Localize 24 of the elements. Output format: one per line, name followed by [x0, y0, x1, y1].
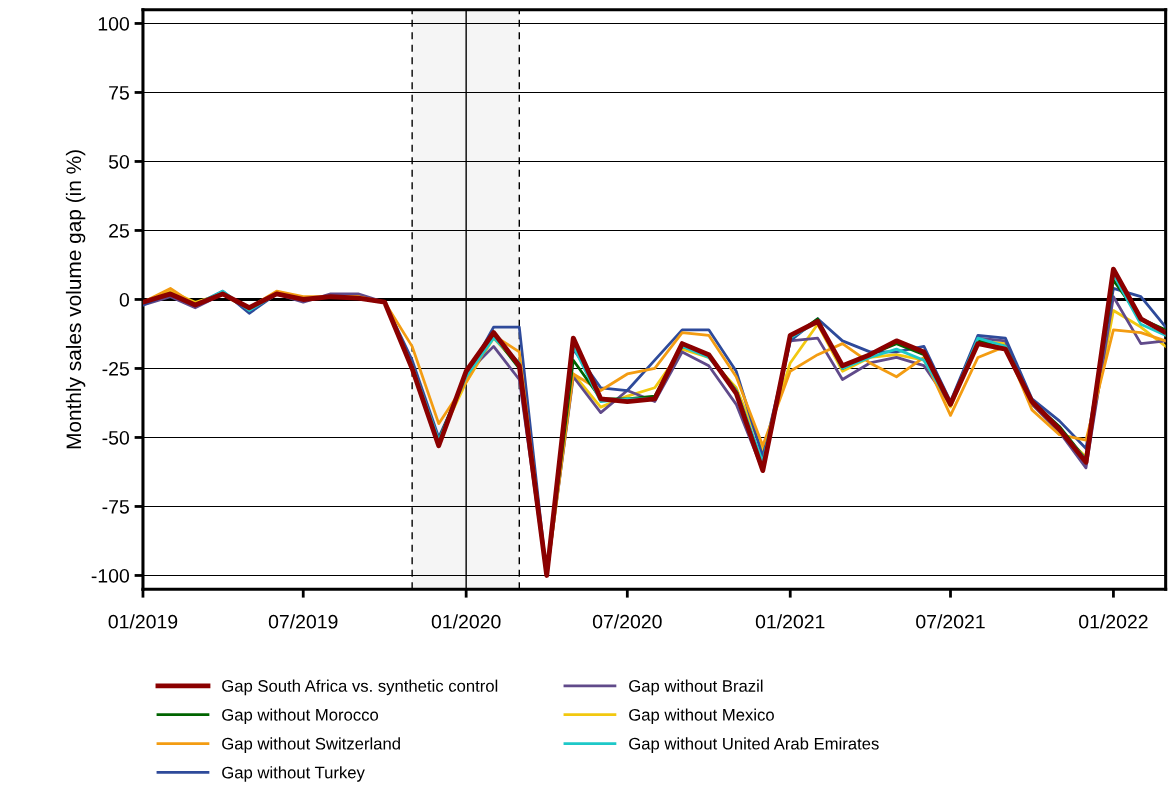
y-tick-label: 25 [109, 223, 129, 238]
legend-label: Gap without Brazil [629, 679, 763, 696]
x-tick-label: 01/2021 [755, 614, 825, 629]
x-tick-label: 01/2020 [431, 614, 501, 629]
y-tick-label: -75 [102, 500, 129, 514]
x-tick-label: 07/2019 [268, 614, 338, 629]
y-tick-label: 75 [109, 86, 129, 100]
x-tick-label: 01/2022 [1079, 614, 1148, 629]
y-tick-label: -50 [102, 430, 130, 445]
x-tick-label: 07/2021 [916, 614, 985, 629]
legend-label: Gap without Morocco [222, 708, 379, 725]
y-tick-label: 100 [98, 16, 130, 31]
legend-label: Gap without Switzerland [222, 737, 400, 753]
y-tick-label: -25 [102, 361, 129, 376]
y-tick-label: -100 [91, 568, 130, 583]
x-tick-label: 01/2019 [108, 614, 178, 629]
legend-label: Gap South Africa vs. synthetic control [222, 679, 498, 696]
x-tick-label: 07/2020 [592, 614, 662, 629]
y-tick-label: 0 [119, 292, 130, 307]
y-axis-title: Monthly sales volume gap (in %) [65, 150, 86, 449]
legend-label: Gap without United Arab Emirates [629, 737, 879, 753]
y-tick-label: 50 [108, 154, 130, 169]
legend-label: Gap without Mexico [629, 708, 774, 725]
legend-label: Gap without Turkey [222, 766, 365, 782]
